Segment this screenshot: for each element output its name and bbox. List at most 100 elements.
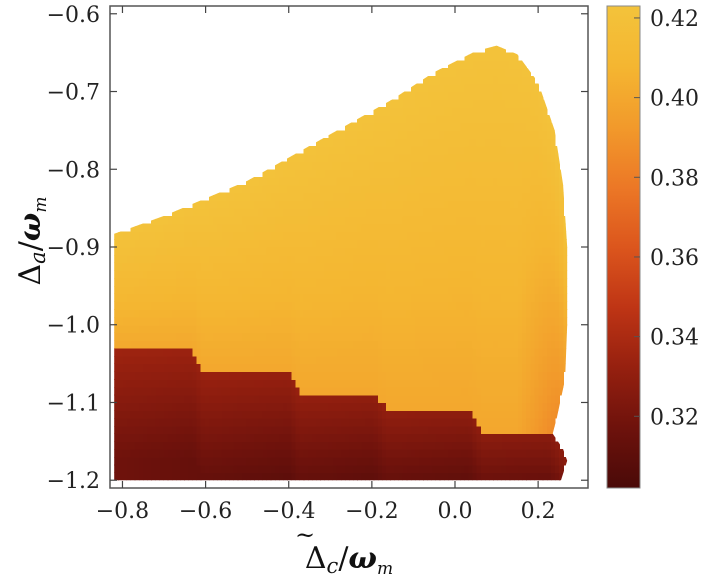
- heatmap-cell: [394, 348, 400, 357]
- heatmap-cell: [480, 223, 486, 233]
- heatmap-cell: [377, 472, 383, 481]
- heatmap-cell: [217, 348, 222, 357]
- heatmap-cell: [542, 464, 548, 474]
- heatmap-cell: [237, 239, 243, 248]
- heatmap-cell: [217, 239, 222, 248]
- heatmap-cell: [472, 394, 478, 404]
- heatmap-cell: [468, 425, 474, 435]
- heatmap-cell: [307, 324, 313, 334]
- heatmap-cell: [130, 418, 136, 427]
- heatmap-cell: [381, 418, 387, 427]
- heatmap-cell: [464, 278, 470, 287]
- heatmap-cell: [225, 402, 231, 411]
- heatmap-cell: [237, 418, 243, 427]
- heatmap-cell: [361, 363, 367, 372]
- heatmap-cell: [274, 324, 280, 334]
- heatmap-cell: [196, 371, 202, 380]
- axis-title-denominator-subscript: m: [31, 196, 51, 212]
- heatmap-cell: [381, 278, 387, 287]
- heatmap-cell: [114, 332, 119, 341]
- heatmap-cell: [452, 402, 457, 411]
- heatmap-cell: [517, 99, 523, 108]
- heatmap-cell: [460, 456, 465, 466]
- heatmap-cell: [365, 270, 371, 279]
- heatmap-cell: [357, 309, 362, 318]
- heatmap-cell: [369, 456, 375, 466]
- heatmap-cell: [291, 363, 297, 372]
- heatmap-cell: [134, 293, 140, 303]
- heatmap-cell: [497, 200, 503, 209]
- heatmap-cell: [221, 402, 226, 411]
- heatmap-cell: [196, 449, 202, 458]
- x-axis: −0.8 −0.6 −0.4 −0.2 0.0 0.2: [96, 6, 556, 524]
- heatmap-cell: [365, 309, 371, 318]
- heatmap-cell: [287, 371, 292, 380]
- heatmap-cell: [336, 215, 342, 225]
- heatmap-cell: [480, 371, 486, 380]
- heatmap-cell: [324, 418, 329, 427]
- heatmap-cell: [517, 107, 523, 116]
- heatmap-cell: [414, 441, 420, 450]
- heatmap-cell: [509, 145, 515, 155]
- heatmap-cell: [155, 278, 161, 287]
- heatmap-cell: [427, 316, 433, 326]
- heatmap-cell: [208, 456, 214, 466]
- heatmap-cell: [427, 394, 433, 404]
- heatmap-cell: [402, 247, 408, 256]
- heatmap-cell: [406, 449, 412, 458]
- heatmap-cell: [151, 324, 156, 334]
- heatmap-cell: [484, 215, 490, 225]
- heatmap-cell: [245, 425, 251, 435]
- heatmap-cell: [287, 379, 292, 388]
- heatmap-cell: [550, 355, 556, 365]
- heatmap-cell: [266, 472, 272, 481]
- heatmap-cell: [208, 192, 214, 201]
- heatmap-cell: [328, 254, 334, 264]
- heatmap-cell: [250, 309, 255, 318]
- heatmap-cell: [373, 145, 379, 155]
- heatmap-cell: [456, 145, 461, 155]
- heatmap-cell: [208, 262, 214, 271]
- heatmap-cell: [497, 324, 503, 334]
- heatmap-cell: [406, 215, 412, 225]
- heatmap-cell: [344, 138, 350, 147]
- heatmap-cell: [460, 410, 465, 419]
- heatmap-cell: [435, 472, 441, 481]
- heatmap-cell: [522, 316, 527, 326]
- heatmap-cell: [320, 254, 325, 264]
- heatmap-cell: [340, 247, 346, 256]
- heatmap-cell: [410, 456, 416, 466]
- heatmap-cell: [460, 371, 465, 380]
- heatmap-cell: [435, 83, 441, 93]
- heatmap-cell: [237, 394, 243, 404]
- heatmap-cell: [349, 192, 354, 201]
- heatmap-cell: [287, 270, 292, 279]
- heatmap-cell: [439, 223, 445, 233]
- heatmap-cell: [336, 285, 342, 295]
- heatmap-cell: [283, 285, 288, 295]
- heatmap-cell: [357, 293, 362, 303]
- heatmap-cell: [254, 348, 259, 357]
- heatmap-cell: [138, 371, 144, 380]
- heatmap-cell: [122, 386, 128, 396]
- heatmap-cell: [134, 355, 140, 365]
- heatmap-cell: [192, 371, 198, 380]
- heatmap-cell: [509, 247, 515, 256]
- heatmap-cell: [423, 418, 428, 427]
- heatmap-cell: [542, 425, 548, 435]
- heatmap-cell: [398, 223, 404, 233]
- heatmap-cell: [167, 472, 173, 481]
- heatmap-cell: [423, 379, 428, 388]
- heatmap-cell: [204, 379, 210, 388]
- heatmap-cell: [513, 107, 519, 116]
- heatmap-cell: [114, 348, 119, 357]
- heatmap-cell: [316, 293, 321, 303]
- heatmap-cell: [353, 293, 358, 303]
- heatmap-cell: [250, 301, 255, 310]
- heatmap-cell: [480, 425, 486, 435]
- heatmap-cell: [489, 348, 494, 357]
- heatmap-cell: [262, 293, 268, 303]
- heatmap-cell: [316, 215, 321, 225]
- heatmap-cell: [443, 145, 449, 155]
- heatmap-cell: [122, 340, 128, 349]
